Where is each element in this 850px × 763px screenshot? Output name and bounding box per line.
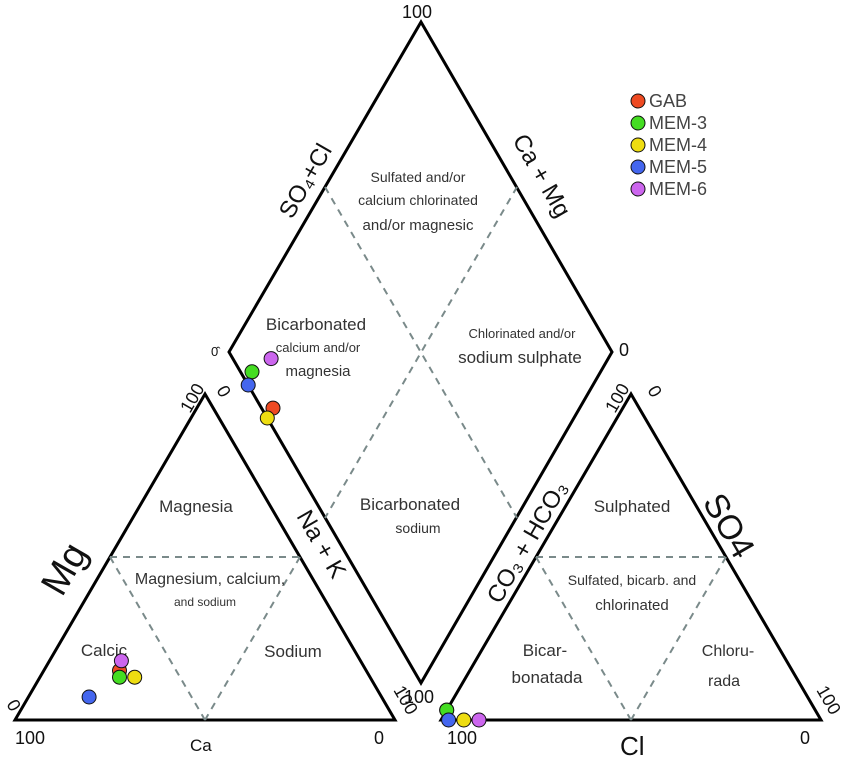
data-point-mem-5-cation [81, 689, 97, 705]
data-point-mem-6-anion [471, 712, 487, 728]
axis-ca-label: Ca [190, 736, 212, 755]
region-diamond-bottom-2: sodium [395, 520, 440, 536]
region-anion-right-1: Chloru- [702, 643, 754, 660]
anion-divider-r [630, 556, 727, 721]
region-cation-mid-1: Magnesium, calcium, [135, 571, 285, 588]
tick-cation-apex-100: 100 [176, 380, 208, 416]
diamond-divider-b [324, 186, 518, 519]
region-diamond-top-3: and/or magnesic [363, 217, 474, 234]
region-anion-left-2: bonatada [512, 668, 583, 687]
data-point-mem-3-diamond [244, 364, 260, 380]
region-cation-mid-2: and sodium [174, 595, 236, 609]
region-diamond-left-1: Bicarbonated [266, 315, 366, 334]
region-diamond-top-2: calcium chlorinated [358, 192, 478, 208]
region-diamond-left-3: magnesia [285, 363, 351, 380]
tick-anion-bottom-0: 0 [800, 728, 810, 748]
region-cation-right: Sodium [264, 642, 322, 661]
data-points [81, 351, 487, 728]
axis-mg-label: Mg [33, 536, 96, 603]
region-diamond-right-1: Chlorinated and/or [469, 326, 577, 341]
tick-diamond-bottom: 100 [404, 687, 434, 707]
tick-cation-bottom-0: 0 [374, 728, 384, 748]
data-point-mem-4-cation [127, 669, 143, 685]
region-cation-top: Magnesia [159, 497, 233, 516]
tick-diamond-left: 0̂ [211, 344, 221, 359]
legend-marker-gab [630, 93, 646, 109]
legend-marker-mem-5 [630, 159, 646, 175]
axis-camg-label: Ca + Mg [507, 130, 576, 223]
data-point-mem-5-diamond [240, 377, 256, 393]
region-diamond-bottom-1: Bicarbonated [360, 495, 460, 514]
region-anion-left-1: Bicar- [523, 641, 567, 660]
tick-diamond-right: 0 [619, 340, 629, 360]
tick-anion-apex-0: 0 [644, 382, 666, 401]
data-point-mem-6-cation [113, 653, 129, 669]
cation-divider-r [204, 556, 301, 721]
region-anion-right-2: rada [708, 673, 740, 690]
diamond-outline [227, 19, 614, 686]
tick-diamond-top: 100 [402, 2, 432, 22]
axis-so4-label: SO4 [695, 487, 762, 565]
legend-label-mem-5: MEM-5 [649, 157, 707, 177]
tick-cation-bottom-100: 100 [15, 728, 45, 748]
tick-cation-left-0: 0 [3, 696, 25, 715]
data-point-mem-5-anion [441, 712, 457, 728]
anion-divider-l [535, 556, 632, 721]
region-anion-top: Sulphated [594, 497, 671, 516]
data-point-mem-4-anion [456, 712, 472, 728]
tick-anion-bottom-100: 100 [447, 728, 477, 748]
legend-label-gab: GAB [649, 91, 687, 111]
region-anion-mid-1: Sulfated, bicarb. and [568, 572, 696, 588]
tick-anion-apex-100: 100 [601, 380, 633, 416]
region-cation-left: Calcic [81, 641, 128, 660]
data-point-mem-3-cation [112, 669, 127, 685]
legend-label-mem-6: MEM-6 [649, 179, 707, 199]
region-diamond-left-2: calcium and/or [276, 340, 361, 355]
data-point-mem-6-diamond [263, 351, 279, 367]
region-diamond-top-1: Sulfated and/or [371, 169, 466, 185]
legend-marker-mem-6 [630, 181, 646, 197]
region-diamond-right-2: sodium sulphate [458, 348, 582, 367]
legend-label-mem-4: MEM-4 [649, 135, 707, 155]
axis-cl-label: Cl [620, 731, 645, 761]
legend-label-mem-3: MEM-3 [649, 113, 707, 133]
diamond-divider-a [324, 186, 518, 519]
data-point-mem-4-diamond [259, 410, 275, 426]
region-anion-mid-2: chlorinated [595, 597, 668, 614]
legend-marker-mem-3 [630, 115, 646, 131]
legend-marker-mem-4 [630, 137, 646, 153]
tick-cation-apex-0: 0 [213, 382, 235, 401]
cation-divider-l [109, 556, 206, 721]
